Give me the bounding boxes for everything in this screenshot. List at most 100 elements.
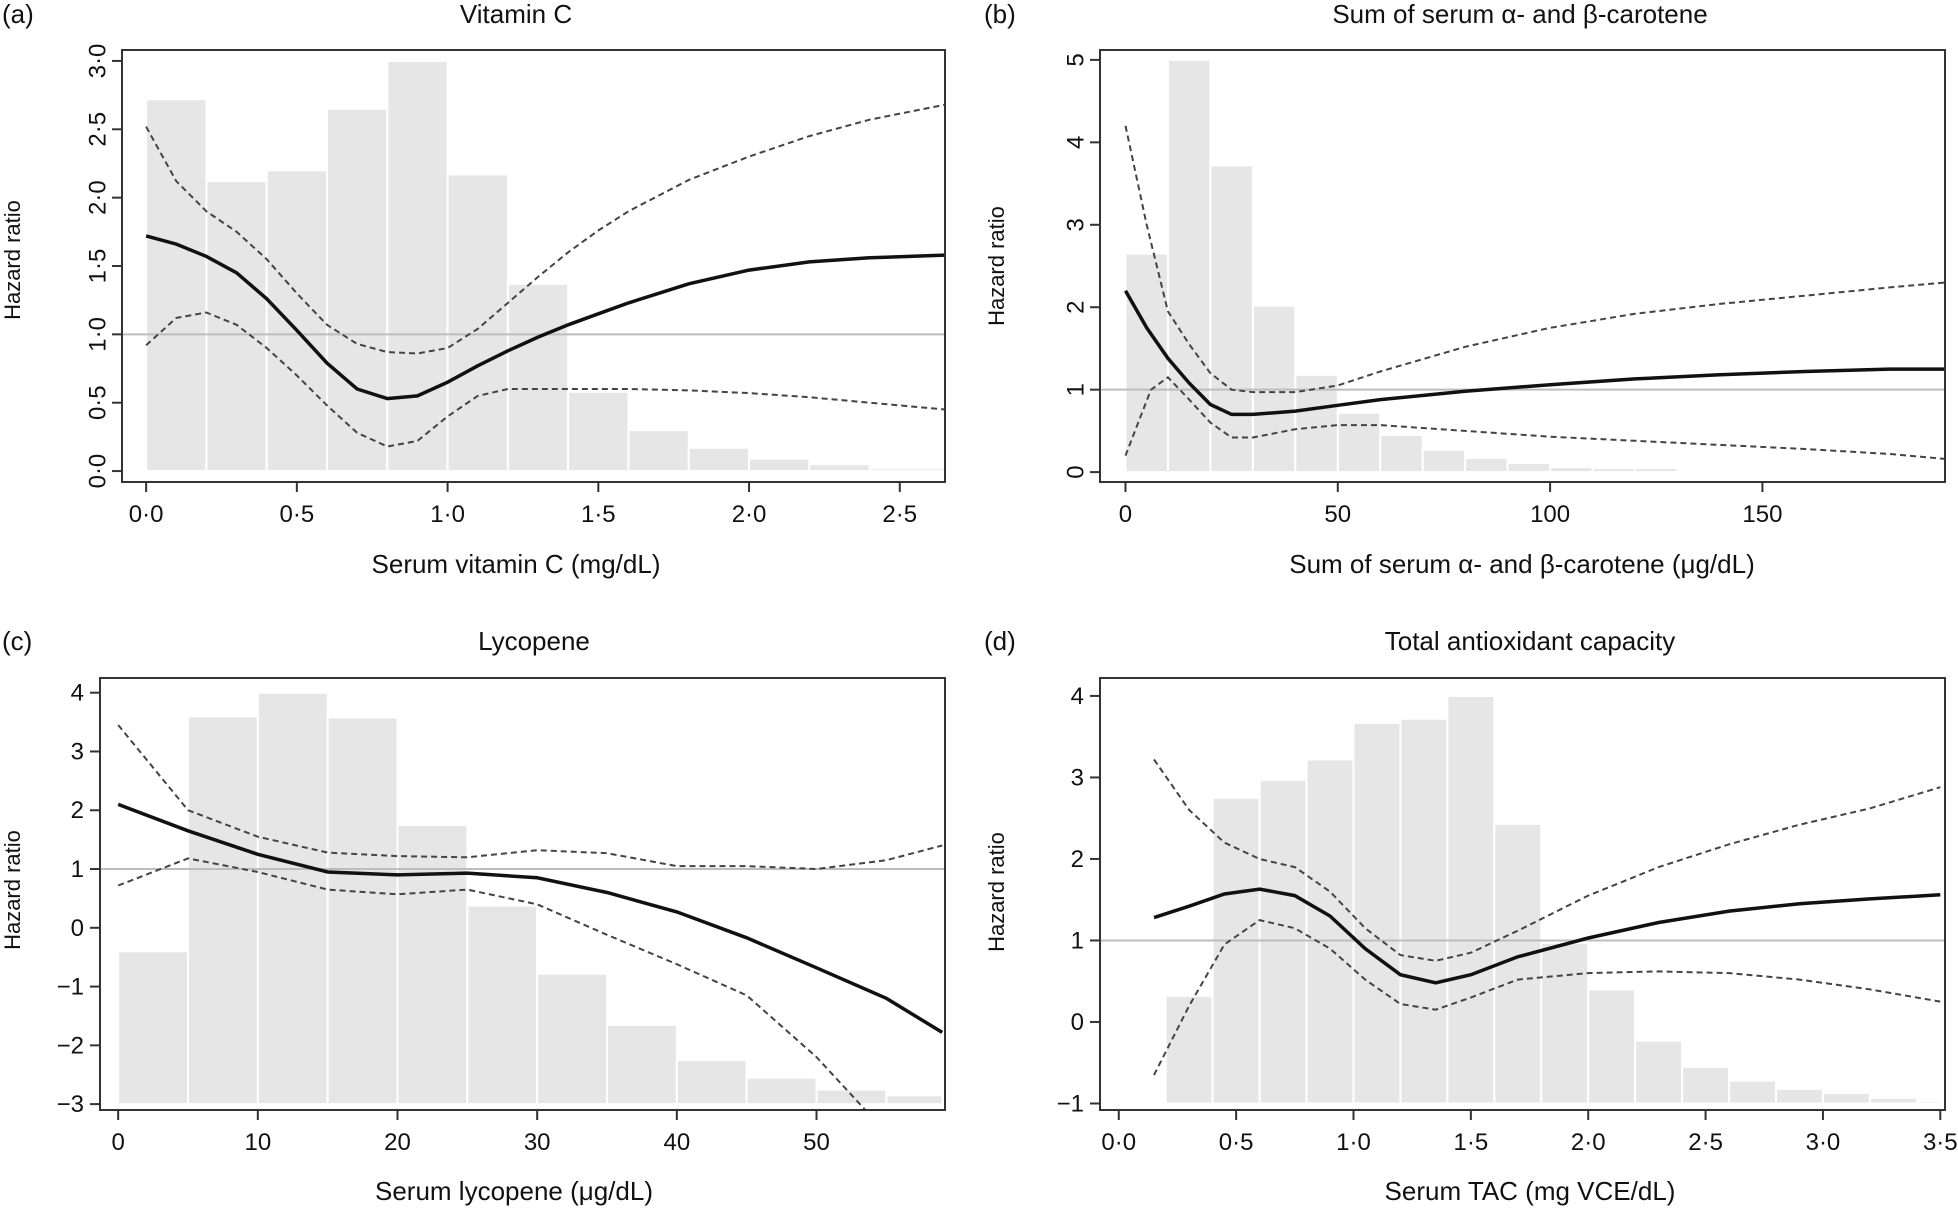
histogram-bar — [1421, 448, 1467, 474]
hazard-ratio-line — [1123, 289, 1945, 417]
histogram-bar — [1166, 58, 1212, 474]
y-axis-label: Hazard ratio — [0, 200, 25, 320]
y-tick-label: 0 — [71, 915, 84, 942]
y-tick-label: 2 — [71, 797, 84, 824]
x-tick-label: 50 — [803, 1129, 830, 1156]
panel-letter: (a) — [2, 0, 34, 29]
y-tick-label: −1 — [1057, 1090, 1084, 1117]
y-tick-label: 2·0 — [85, 180, 112, 215]
histogram-bar — [1446, 694, 1496, 1105]
y-tick-label: 1·5 — [85, 249, 112, 284]
histogram-bar — [1718, 469, 1764, 474]
x-tick-label: 0 — [111, 1129, 124, 1156]
y-tick-label: 3 — [1063, 218, 1090, 231]
histogram-bar — [325, 107, 389, 473]
plot-area: 0·0 0·5 1·0 1·5 2·0 2·5 0·0 0·5 1·0 1·5 2·0 2·5 3·0 — [85, 44, 946, 528]
panel-letter: (c) — [2, 626, 32, 656]
y-axis-label: Hazard ratio — [984, 832, 1009, 952]
histogram-bar — [745, 1076, 818, 1106]
plot-marks — [1100, 58, 1945, 474]
plot-frame — [1099, 49, 1946, 483]
y-tick-label: 3 — [1071, 764, 1084, 791]
y-tick-label: 3 — [71, 738, 84, 765]
y-axis-label: Hazard ratio — [0, 830, 25, 950]
plot-area: 0 50 100 150 0 1 2 3 4 5 — [1063, 49, 1946, 528]
histogram-bar — [145, 98, 208, 473]
histogram-bar — [1728, 1079, 1777, 1105]
x-tick-label: 150 — [1742, 501, 1782, 528]
upper-ci-line — [145, 103, 945, 355]
histogram-bar — [326, 716, 399, 1106]
lower-ci-line — [117, 857, 867, 1110]
histogram-bar — [186, 715, 259, 1106]
y-tick-label: 1·0 — [85, 317, 112, 352]
histogram-bar — [868, 467, 945, 473]
x-tick-label: 1·0 — [430, 501, 465, 528]
histogram-bar — [1506, 462, 1552, 474]
x-tick-label: 100 — [1530, 501, 1570, 528]
y-tick-label: 4 — [71, 680, 84, 707]
x-axis-label: Serum TAC (mg VCE/dL) — [1385, 1176, 1676, 1206]
histogram-bar — [117, 950, 189, 1106]
y-tick-label: 1 — [1071, 927, 1084, 954]
histogram-bar — [1258, 778, 1308, 1105]
histogram-bar — [606, 1023, 678, 1106]
panel-a: (a) Vitamin C Serum vitamin C (mg/dL) Ha… — [0, 0, 946, 579]
histogram-bar — [1915, 1100, 1942, 1105]
panel-b: (b) Sum of serum α- and β-carotene Sum o… — [984, 0, 1946, 579]
histogram-bar — [675, 1059, 748, 1106]
y-tick-label: 2·5 — [85, 112, 112, 147]
x-tick-label: 3·5 — [1923, 1129, 1958, 1156]
y-tick-label: 0 — [1063, 465, 1090, 478]
y-tick-label: 4 — [1071, 683, 1084, 710]
histogram-bar — [1164, 994, 1214, 1105]
plot-area: 0 10 20 30 40 50 −3 −2 −1 0 1 2 3 4 — [57, 677, 946, 1156]
y-tick-label: 2 — [1063, 301, 1090, 314]
y-tick-label: 4 — [1063, 136, 1090, 149]
y-tick-label: 3·0 — [85, 44, 112, 79]
histogram-bar — [1352, 721, 1402, 1105]
histogram-bar — [1549, 466, 1594, 474]
histogram-bar — [1336, 411, 1382, 474]
histogram-bar — [1634, 466, 1679, 474]
lower-ci-line — [145, 311, 945, 448]
x-tick-label: 50 — [1324, 501, 1351, 528]
y-tick-label: −3 — [57, 1091, 84, 1118]
x-tick-label: 10 — [244, 1129, 271, 1156]
x-tick-label: 30 — [524, 1129, 551, 1156]
x-tick-label: 3·0 — [1806, 1129, 1841, 1156]
plot-frame — [99, 677, 946, 1111]
x-tick-label: 2·0 — [732, 501, 767, 528]
histogram-bar — [1868, 1096, 1918, 1105]
hazard-ratio-line — [1153, 887, 1941, 985]
y-axis-label: Hazard ratio — [984, 206, 1009, 326]
histogram-bar — [1464, 457, 1509, 474]
histogram-bar — [567, 390, 630, 473]
x-tick-label: 2·5 — [882, 501, 917, 528]
chart-title: Vitamin C — [460, 0, 572, 29]
upper-ci-line — [1153, 758, 1941, 962]
histogram-bar — [265, 169, 328, 473]
histogram-bar — [1821, 1091, 1871, 1105]
hazard-ratio-line — [145, 234, 945, 401]
y-tick-label: 1 — [71, 856, 84, 883]
chart-title: Sum of serum α- and β-carotene — [1332, 0, 1707, 29]
histogram-bar — [1803, 469, 1849, 474]
y-tick-label: 0·0 — [85, 454, 112, 489]
histogram-bar — [885, 1094, 944, 1106]
histogram-bar — [1591, 466, 1637, 474]
x-tick-label: 40 — [663, 1129, 690, 1156]
x-tick-label: 1·5 — [1454, 1129, 1489, 1156]
histogram-bar — [386, 59, 449, 473]
y-tick-label: −1 — [57, 974, 84, 1001]
histogram-bar — [815, 1088, 888, 1106]
plot-area: 0·0 0·5 1·0 1·5 2·0 2·5 3·0 3·5 −1 0 1 2 3 4 — [1057, 677, 1958, 1156]
histogram-bar — [446, 173, 509, 473]
plot-marks — [100, 691, 945, 1110]
histogram-bar — [1587, 988, 1637, 1105]
lower-ci-line — [1153, 919, 1941, 1076]
lower-ci-line — [1124, 375, 1945, 460]
histogram-bar — [1540, 941, 1590, 1105]
plot-marks — [1100, 694, 1945, 1105]
